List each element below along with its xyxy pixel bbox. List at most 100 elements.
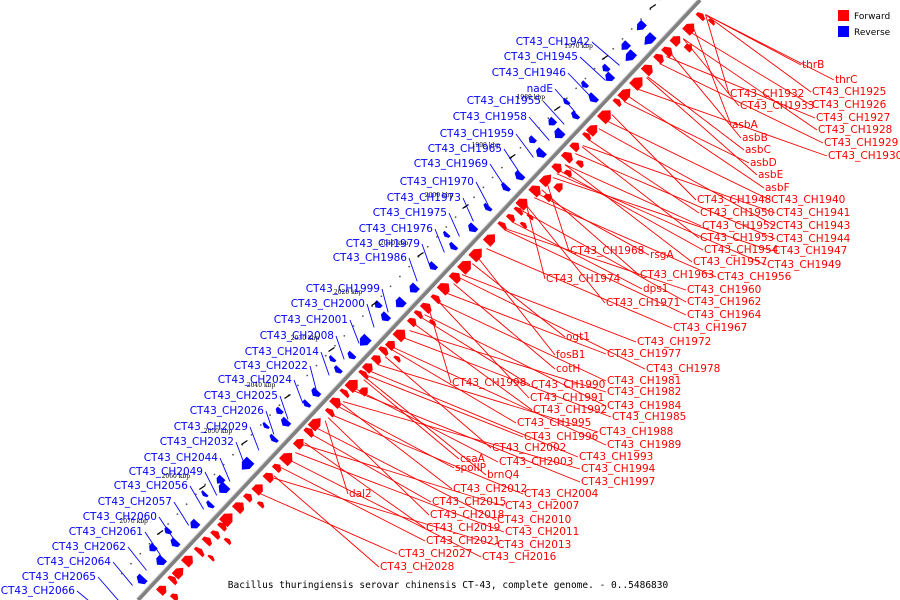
forward-gene-label: CT43_CH1985	[612, 411, 686, 423]
tick-dot	[213, 473, 216, 476]
forward-gene-arrow	[271, 463, 282, 473]
tick-dot	[399, 275, 401, 278]
forward-gene-label: cotH	[556, 363, 580, 375]
reverse-gene-arrow	[588, 92, 599, 103]
forward-gene-arrow	[358, 387, 368, 397]
reverse-gene-label: CT43_CH1973	[387, 192, 461, 204]
reverse-gene-arrow	[380, 311, 392, 322]
forward-leader-line	[581, 146, 700, 239]
reverse-gene-arrow	[428, 261, 439, 271]
forward-leader-line	[636, 88, 828, 157]
forward-gene-label: CT43_CH1941	[776, 207, 850, 219]
forward-gene-arrow	[468, 248, 482, 263]
reverse-gene-arrow	[216, 474, 226, 484]
legend-reverse-swatch	[838, 26, 849, 37]
tick-dot	[612, 47, 615, 50]
tick-dot	[538, 127, 540, 129]
forward-leader-line	[257, 492, 398, 555]
reverse-gene-label: CT43_CH2056	[114, 480, 189, 492]
reverse-gene-label: CT43_CH1965	[428, 143, 502, 155]
forward-leader-line	[598, 128, 776, 227]
forward-leader-line	[692, 27, 732, 126]
tick-dot	[361, 315, 364, 317]
forward-leader-line	[504, 228, 687, 291]
tick-dot	[630, 28, 633, 30]
reverse-leader-line	[381, 288, 389, 313]
tick-label: 2040 kbp	[247, 382, 276, 389]
forward-gene-arrow	[201, 536, 212, 547]
reverse-leader-line	[591, 41, 620, 66]
tick-dot	[640, 18, 642, 20]
tick-mark	[462, 204, 469, 209]
forward-gene-label: thrC	[835, 74, 857, 86]
reverse-gene-label: CT43_CH1946	[492, 67, 567, 79]
tick-mark	[156, 530, 164, 535]
tick-dot	[306, 374, 309, 377]
reverse-gene-arrow	[275, 406, 284, 415]
forward-gene-label: CT43_CH1963	[640, 269, 714, 281]
reverse-gene-arrow	[621, 40, 631, 50]
forward-gene-label: CT43_CH1974	[546, 273, 621, 285]
reverse-gene-label: CT43_CH1979	[346, 238, 420, 250]
tick-dot	[380, 295, 383, 298]
forward-gene-arrow	[661, 46, 673, 58]
reverse-gene-arrow	[514, 170, 526, 181]
tick-dot	[297, 384, 299, 387]
reverse-leader-line	[320, 351, 330, 376]
reverse-leader-line	[579, 56, 606, 81]
forward-gene-arrow	[251, 484, 263, 496]
forward-gene-label: CT43_CH2002	[492, 442, 566, 454]
reverse-gene-arrow	[241, 456, 255, 470]
tick-dot	[148, 542, 151, 545]
reverse-gene-arrow	[201, 490, 209, 498]
tick-dot	[565, 97, 568, 100]
forward-gene-label: CT43_CH2011	[505, 526, 579, 538]
reverse-gene-arrow	[571, 110, 581, 120]
forward-gene-arrow	[370, 355, 382, 366]
forward-leader-line	[689, 31, 812, 106]
forward-gene-label: CT43_CH2018	[430, 509, 504, 521]
forward-gene-arrow	[223, 537, 232, 546]
reverse-gene-arrow	[164, 526, 173, 535]
reverse-gene-arrow	[605, 71, 616, 82]
reverse-leader-line	[265, 410, 275, 435]
tick-dot	[501, 166, 503, 169]
forward-gene-arrow	[430, 294, 441, 305]
forward-leader-line	[623, 101, 750, 164]
tick-dot	[593, 67, 596, 70]
reverse-leader-line	[97, 576, 119, 600]
reverse-gene-label: CT43_CH2044	[144, 452, 219, 464]
forward-leader-line	[311, 434, 432, 503]
reverse-gene-arrow	[269, 433, 279, 443]
reverse-leader-line	[542, 100, 565, 125]
reverse-gene-label: CT43_CH2029	[174, 421, 248, 433]
forward-gene-label: CT43_CH1989	[607, 439, 681, 451]
tick-dot	[436, 236, 438, 238]
forward-leader-line	[486, 248, 673, 329]
forward-gene-label: CT43_CH1952	[702, 220, 776, 232]
legend-forward-label: Forward	[854, 12, 890, 22]
forward-gene-label: CT43_CH1960	[687, 284, 761, 296]
forward-gene-label: CT43_CH1925	[812, 86, 886, 98]
tick-label: 2050 kbp	[204, 428, 233, 435]
forward-gene-arrow	[585, 125, 598, 137]
forward-leader-line	[472, 263, 566, 338]
forward-gene-arrow	[169, 593, 179, 600]
tick-label: 1970 kbp	[564, 43, 593, 50]
forward-leader-line	[611, 114, 697, 201]
reverse-leader-line	[448, 212, 460, 237]
forward-gene-label: CT43_CH1981	[607, 375, 681, 387]
forward-gene-label: thrB	[802, 59, 824, 71]
forward-gene-label: CT43_CH1994	[581, 463, 656, 475]
reverse-gene-arrow	[563, 97, 571, 106]
forward-gene-label: ogt1	[566, 331, 590, 343]
forward-gene-arrow	[582, 132, 592, 141]
forward-leader-line	[521, 210, 687, 303]
forward-gene-arrow	[324, 408, 335, 418]
forward-leader-line	[340, 403, 453, 490]
reverse-gene-arrow	[625, 49, 638, 61]
forward-leader-line	[327, 417, 430, 516]
reverse-gene-arrow	[536, 147, 547, 158]
